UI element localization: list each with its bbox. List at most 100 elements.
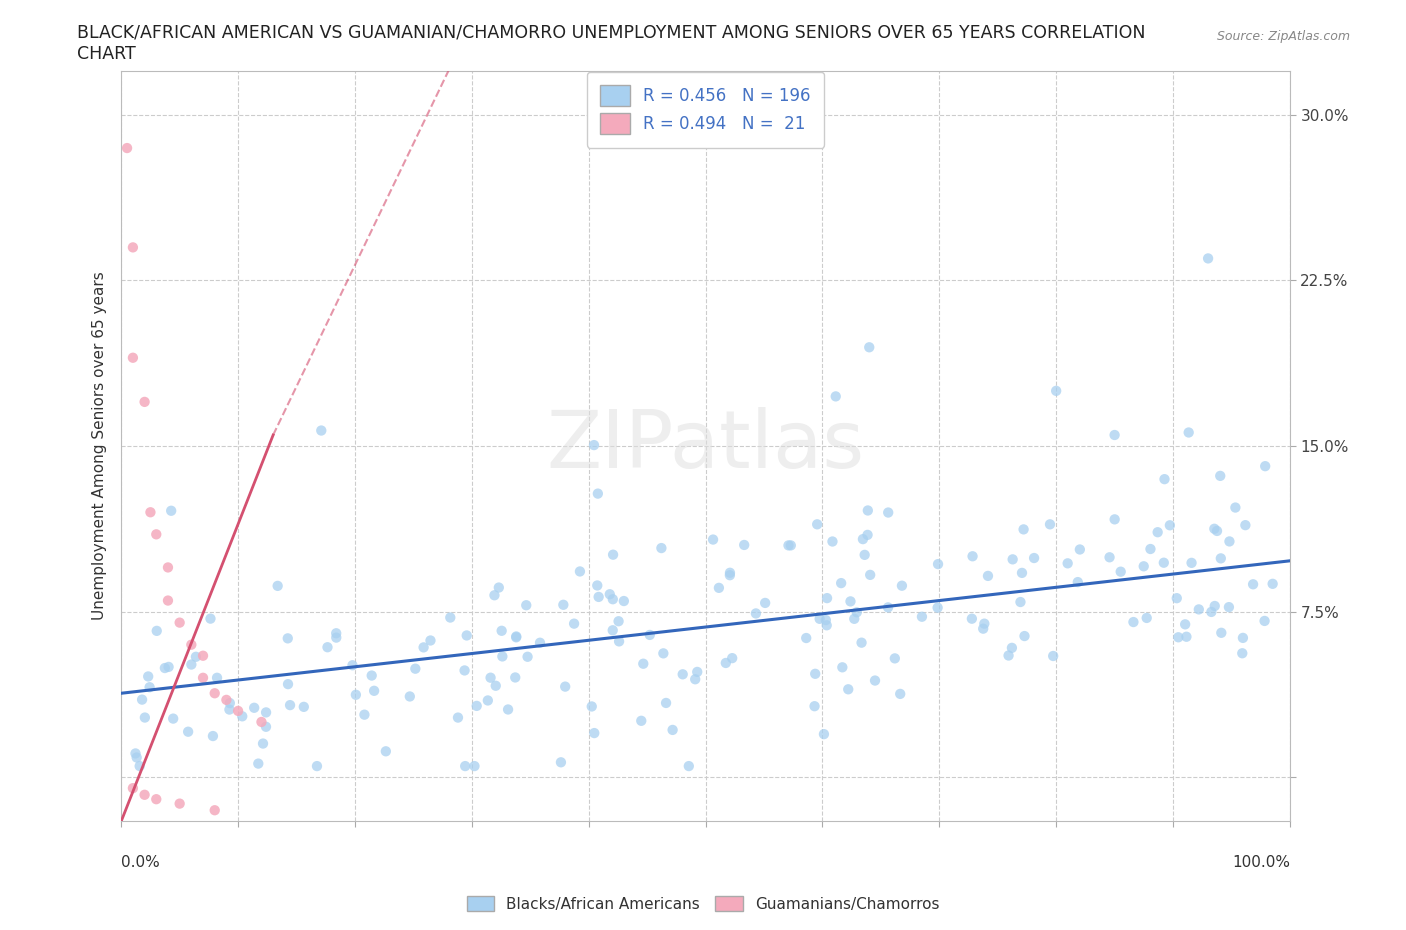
Point bbox=[607, 634, 630, 649]
Text: BLACK/AFRICAN AMERICAN VS GUAMANIAN/CHAMORRO UNEMPLOYMENT AMONG SENIORS OVER 65 : BLACK/AFRICAN AMERICAN VS GUAMANIAN/CHAM… bbox=[77, 23, 1146, 41]
Point bbox=[180, 637, 202, 652]
Point bbox=[927, 557, 949, 572]
Point bbox=[815, 618, 838, 632]
Point bbox=[661, 723, 683, 737]
Point bbox=[254, 719, 277, 734]
Point bbox=[1010, 594, 1032, 609]
Point bbox=[169, 615, 191, 630]
Point bbox=[562, 617, 585, 631]
Point bbox=[754, 595, 776, 610]
Point bbox=[243, 700, 266, 715]
Point bbox=[134, 711, 156, 725]
Point bbox=[1132, 559, 1154, 574]
Point bbox=[702, 532, 724, 547]
Point bbox=[1177, 425, 1199, 440]
Point bbox=[583, 725, 606, 740]
Point bbox=[613, 593, 636, 608]
Point bbox=[686, 664, 709, 679]
Point bbox=[553, 597, 575, 612]
Point bbox=[479, 671, 502, 685]
Point bbox=[851, 635, 873, 650]
Point bbox=[568, 564, 591, 578]
Point bbox=[1209, 551, 1232, 565]
Point bbox=[830, 576, 852, 591]
Point bbox=[824, 389, 846, 404]
Point bbox=[157, 659, 180, 674]
Point bbox=[456, 628, 478, 643]
Point bbox=[599, 587, 621, 602]
Point bbox=[485, 678, 508, 693]
Point bbox=[139, 505, 162, 520]
Point bbox=[889, 686, 911, 701]
Point bbox=[1012, 522, 1035, 537]
Point bbox=[277, 677, 299, 692]
Point bbox=[122, 240, 145, 255]
Point bbox=[588, 590, 610, 604]
Point bbox=[1211, 625, 1233, 640]
Point bbox=[831, 660, 853, 675]
Point bbox=[491, 623, 513, 638]
Point bbox=[858, 339, 880, 354]
Point bbox=[398, 689, 420, 704]
Point bbox=[883, 651, 905, 666]
Point bbox=[1241, 577, 1264, 591]
Point bbox=[1204, 599, 1226, 614]
Text: 0.0%: 0.0% bbox=[121, 855, 160, 870]
Point bbox=[803, 698, 825, 713]
Point bbox=[1201, 604, 1223, 619]
Point bbox=[122, 351, 145, 365]
Point bbox=[927, 600, 949, 615]
Point bbox=[630, 713, 652, 728]
Point bbox=[1232, 631, 1254, 645]
Point bbox=[672, 667, 695, 682]
Point bbox=[1136, 610, 1159, 625]
Point bbox=[821, 534, 844, 549]
Point bbox=[122, 780, 145, 795]
Point bbox=[582, 438, 605, 453]
Point bbox=[607, 614, 630, 629]
Point bbox=[1056, 556, 1078, 571]
Point bbox=[1166, 591, 1188, 605]
Point bbox=[162, 711, 184, 726]
Point bbox=[1254, 458, 1277, 473]
Point bbox=[721, 651, 744, 666]
Point bbox=[156, 593, 179, 608]
Point bbox=[145, 623, 167, 638]
Point bbox=[254, 705, 277, 720]
Point bbox=[278, 698, 301, 712]
Point bbox=[839, 594, 862, 609]
Point bbox=[160, 503, 183, 518]
Point bbox=[1042, 648, 1064, 663]
Point bbox=[550, 755, 572, 770]
Point bbox=[374, 744, 396, 759]
Point bbox=[1001, 641, 1024, 656]
Point bbox=[638, 628, 661, 643]
Point bbox=[1104, 428, 1126, 443]
Point bbox=[911, 609, 934, 624]
Point bbox=[794, 631, 817, 645]
Point bbox=[1180, 555, 1202, 570]
Point bbox=[404, 661, 426, 676]
Point bbox=[342, 658, 364, 672]
Point bbox=[652, 646, 675, 661]
Point bbox=[977, 568, 1000, 583]
Point bbox=[877, 600, 900, 615]
Point bbox=[325, 626, 347, 641]
Point bbox=[226, 703, 249, 718]
Point bbox=[581, 699, 603, 714]
Point bbox=[1022, 551, 1045, 565]
Point bbox=[360, 668, 382, 683]
Point bbox=[745, 606, 768, 621]
Point bbox=[853, 548, 876, 563]
Point bbox=[134, 788, 156, 803]
Point bbox=[1153, 555, 1175, 570]
Point bbox=[204, 803, 226, 817]
Point bbox=[960, 611, 983, 626]
Point bbox=[115, 140, 138, 155]
Point bbox=[1069, 542, 1091, 557]
Point bbox=[856, 527, 879, 542]
Point bbox=[1159, 518, 1181, 533]
Point bbox=[292, 699, 315, 714]
Point bbox=[131, 692, 153, 707]
Point bbox=[1174, 617, 1197, 631]
